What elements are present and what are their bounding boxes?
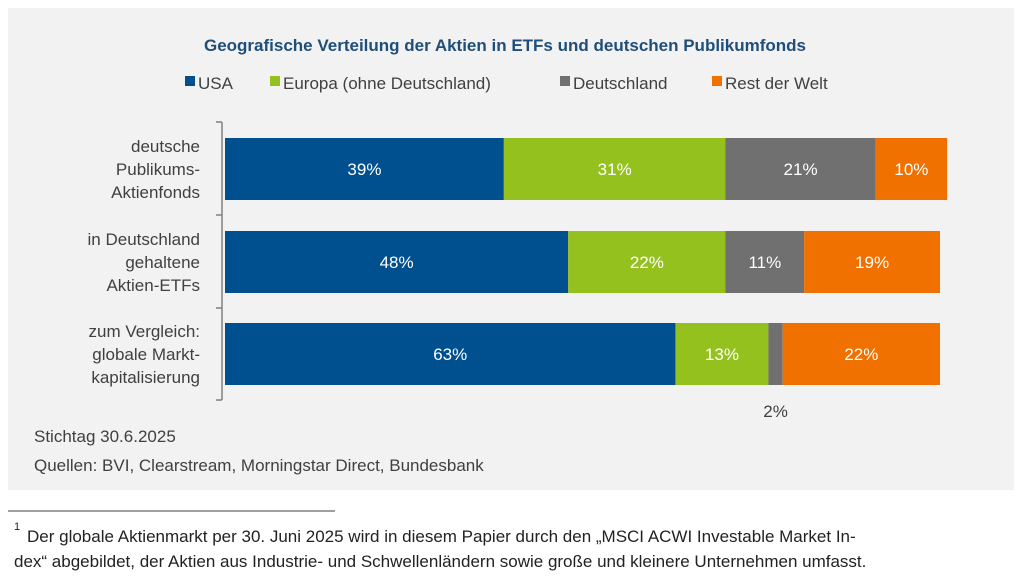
bar-segment: [875, 138, 948, 200]
data-label: 2%: [763, 402, 788, 421]
bar-segment: [568, 231, 726, 293]
y-tick-label-line: in Deutschland: [88, 230, 200, 249]
y-tick-label: in Deutschland gehaltene Aktien-ETFs: [88, 230, 200, 295]
legend-label: USA: [198, 74, 234, 93]
axis-ticks: [216, 121, 222, 401]
bar-segment: [782, 323, 940, 385]
bar-segment: [725, 138, 876, 200]
bar-segment: [225, 231, 569, 293]
data-label: 21%: [784, 160, 818, 179]
chart-title: Geografische Verteilung der Aktien in ET…: [204, 36, 806, 55]
legend-swatch: [712, 76, 722, 86]
y-tick-label-line: kapitalisierung: [91, 368, 200, 387]
bar-segment: [725, 231, 805, 293]
y-tick-label: deutsche Publikums- Aktienfonds: [111, 137, 200, 202]
footnote-text: Der globale Aktienmarkt per 30. Juni 202…: [27, 527, 856, 546]
bar-segment: [804, 231, 940, 293]
footnote-marker: 1: [14, 521, 20, 533]
bar-segment: [768, 323, 783, 385]
note: Stichtag 30.6.2025: [34, 427, 176, 446]
legend-swatch: [185, 76, 195, 86]
footnote-text: dex“ abgebildet, der Aktien aus Industri…: [14, 552, 866, 571]
legend-swatch: [560, 76, 570, 86]
data-label: 48%: [380, 253, 414, 272]
data-label: 22%: [844, 345, 878, 364]
bar-segment: [225, 323, 676, 385]
data-label: 31%: [598, 160, 632, 179]
y-tick-label-line: Publikums-: [116, 160, 200, 179]
data-label: 11%: [748, 253, 781, 272]
y-tick-label-line: gehaltene: [125, 253, 200, 272]
data-label: 19%: [855, 253, 889, 272]
bar-segment: [675, 323, 769, 385]
data-label: 39%: [347, 160, 381, 179]
y-tick-label-line: globale Markt-: [92, 345, 200, 364]
bar-segment: [503, 138, 726, 200]
y-tick-label-line: zum Vergleich:: [89, 322, 201, 341]
y-tick-label-line: deutsche: [131, 137, 200, 156]
y-tick-label-line: Aktien-ETFs: [106, 276, 200, 295]
bar-segment: [225, 138, 504, 200]
data-label: 22%: [630, 253, 664, 272]
note: Quellen: BVI, Clearstream, Morningstar D…: [34, 456, 484, 475]
legend-label: Deutschland: [573, 74, 668, 93]
y-tick-label: zum Vergleich: globale Markt-kapitalisier…: [89, 322, 201, 387]
legend-label: Europa (ohne Deutschland): [283, 74, 491, 93]
y-tick-label-line: Aktienfonds: [111, 183, 200, 202]
legend-swatch: [270, 76, 280, 86]
data-label: 10%: [894, 160, 928, 179]
legend-label: Rest der Welt: [725, 74, 828, 93]
data-label: 63%: [433, 345, 467, 364]
data-label: 13%: [705, 345, 739, 364]
